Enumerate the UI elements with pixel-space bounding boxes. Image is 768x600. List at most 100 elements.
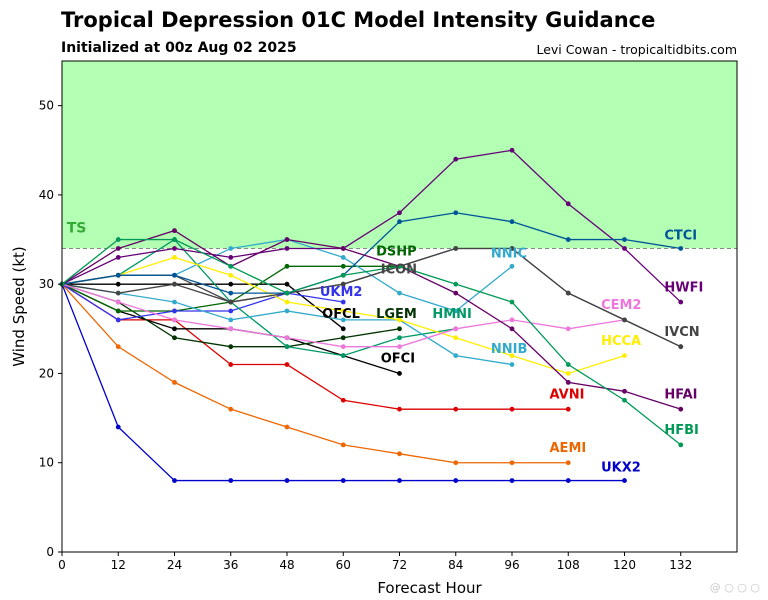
data-point: [228, 272, 234, 278]
data-point: [678, 344, 684, 350]
data-point: [453, 156, 459, 162]
data-point: [509, 362, 515, 367]
data-point: [115, 281, 121, 287]
data-point: [509, 460, 515, 466]
data-point: [284, 335, 290, 341]
data-point: [340, 442, 346, 448]
data-point: [397, 406, 402, 412]
series-label: LGEM: [376, 307, 417, 322]
x-tick-label: 96: [504, 558, 519, 572]
y-tick-label: 20: [39, 366, 54, 380]
x-tick-label: 108: [557, 558, 580, 572]
data-point: [453, 406, 459, 412]
data-point: [397, 335, 402, 341]
data-point: [565, 237, 571, 242]
x-tick-label: 72: [392, 558, 407, 572]
data-point: [340, 272, 346, 278]
series-label: UKM2: [320, 285, 363, 300]
data-point: [565, 326, 571, 332]
data-point: [228, 263, 234, 269]
data-point: [565, 379, 571, 385]
ts-band: [62, 61, 737, 249]
data-point: [397, 326, 402, 332]
data-point: [115, 272, 121, 278]
data-point: [453, 281, 459, 287]
data-point: [115, 290, 121, 296]
data-point: [228, 317, 234, 323]
data-point: [172, 326, 177, 332]
data-point: [340, 299, 346, 305]
series-aemi: [59, 281, 571, 466]
data-point: [622, 317, 627, 323]
data-point: [340, 317, 346, 323]
data-point: [509, 317, 515, 323]
data-point: [509, 246, 515, 251]
data-point: [509, 299, 515, 305]
data-point: [622, 353, 627, 358]
series-label: ICON: [381, 262, 417, 277]
data-point: [453, 353, 459, 358]
x-tick-label: 0: [58, 558, 66, 572]
x-tick-label: 24: [167, 558, 182, 572]
data-point: [509, 326, 515, 332]
data-point: [397, 371, 402, 376]
watermark: @ ○ ○ ○: [709, 581, 760, 594]
data-point: [453, 335, 459, 341]
data-point: [453, 478, 459, 483]
series-label: CTCI: [664, 229, 697, 244]
data-point: [172, 308, 177, 314]
data-point: [115, 246, 121, 251]
data-point: [340, 353, 346, 358]
x-tick-label: 84: [448, 558, 463, 572]
data-point: [172, 379, 177, 385]
data-point: [284, 299, 290, 305]
data-point: [622, 478, 627, 483]
data-point: [340, 397, 346, 403]
data-point: [453, 210, 459, 216]
data-point: [228, 326, 234, 332]
y-tick-label: 40: [39, 188, 54, 202]
y-tick-label: 0: [46, 545, 54, 559]
data-point: [284, 478, 290, 483]
y-axis-label: Wind Speed (kt): [10, 246, 28, 367]
data-point: [115, 308, 121, 314]
y-tick-label: 50: [39, 99, 54, 113]
data-point: [397, 451, 402, 457]
data-point: [172, 299, 177, 305]
series-label: AEMI: [550, 441, 587, 456]
series-label: HMNI: [432, 307, 472, 322]
data-point: [453, 326, 459, 332]
data-point: [284, 281, 290, 287]
data-point: [453, 246, 459, 251]
data-point: [284, 290, 290, 296]
credit-text: Levi Cowan - tropicaltidbits.com: [536, 42, 737, 57]
data-point: [565, 362, 571, 367]
data-point: [284, 246, 290, 251]
data-point: [340, 246, 346, 251]
data-point: [284, 263, 290, 269]
data-point: [397, 263, 402, 269]
series-ukx2: [59, 281, 627, 483]
series-label: AVNI: [550, 387, 585, 402]
data-point: [622, 388, 627, 394]
data-point: [115, 424, 121, 430]
ts-label: TS: [67, 220, 87, 236]
data-point: [565, 290, 571, 296]
data-point: [228, 406, 234, 412]
data-point: [340, 308, 346, 314]
series-label: CEM2: [601, 298, 641, 313]
x-axis-label: Forecast Hour: [377, 579, 482, 597]
data-point: [284, 308, 290, 314]
series-hfbi: [59, 237, 684, 448]
series-layer: [59, 147, 684, 483]
series-label: OFCI: [381, 352, 415, 367]
series-label: UKX2: [601, 461, 641, 476]
data-point: [228, 308, 234, 314]
data-point: [115, 237, 121, 242]
axes: 0 12 24 36 48 60 72 84 96 108 120 132 0 10 20 30 40 50: [39, 99, 692, 572]
init-subtitle: Initialized at 00z Aug 02 2025: [61, 40, 297, 56]
data-point: [509, 406, 515, 412]
data-point: [340, 263, 346, 269]
data-point: [453, 460, 459, 466]
series-label: IVCN: [664, 325, 699, 340]
